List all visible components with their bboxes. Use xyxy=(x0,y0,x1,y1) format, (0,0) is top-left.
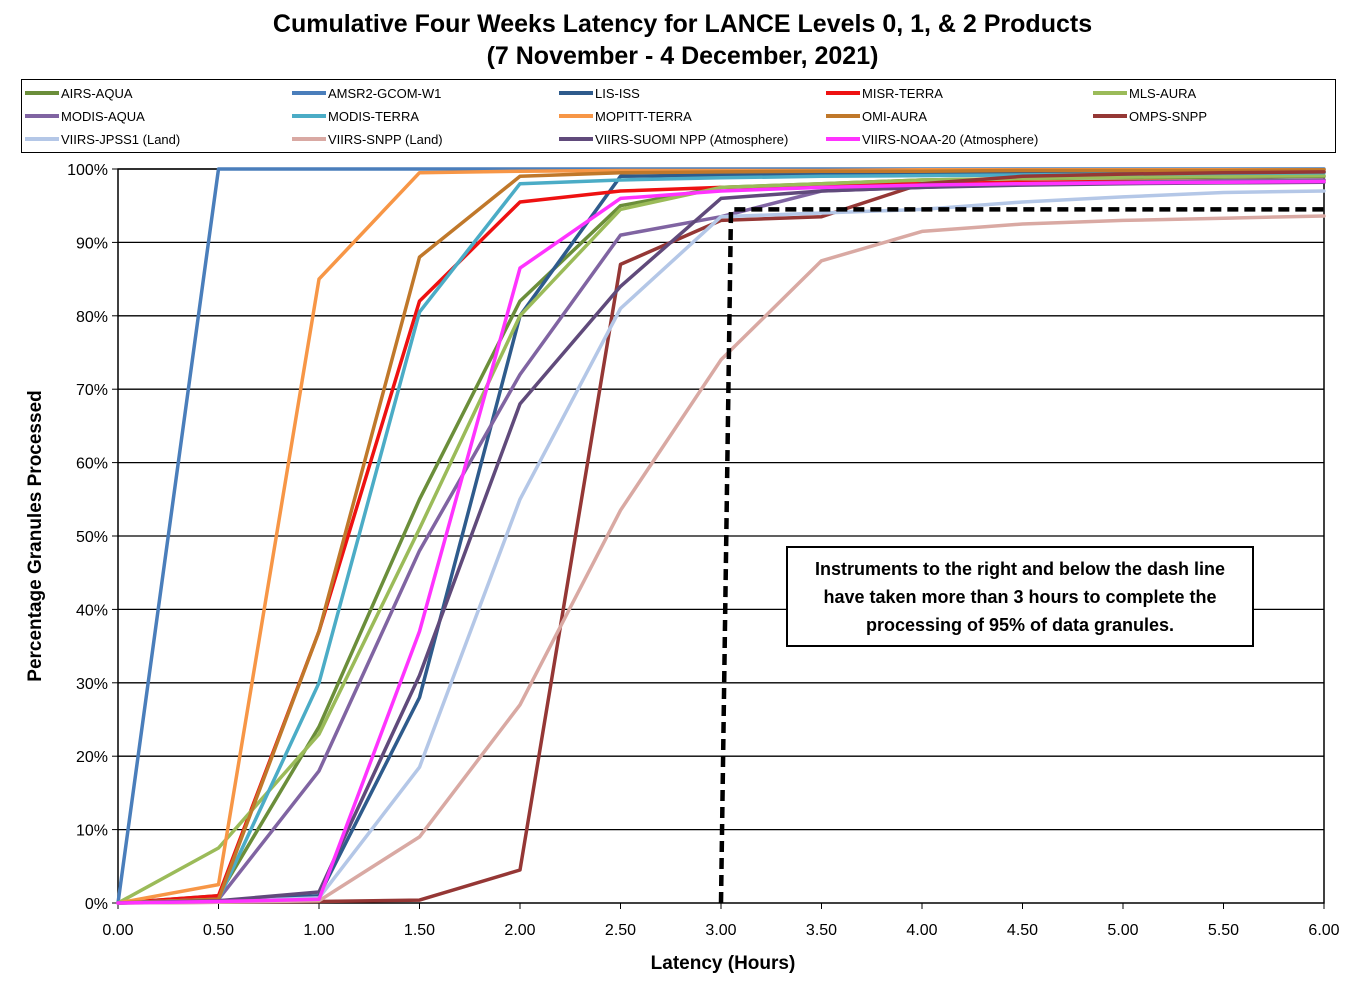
x-tick-label: 2.50 xyxy=(605,922,636,939)
chart-annotation: Instruments to the right and below the d… xyxy=(786,546,1254,647)
y-tick-label: 30% xyxy=(76,676,108,693)
legend-item: LIS-ISS xyxy=(559,83,640,103)
legend-swatch xyxy=(559,91,593,95)
y-tick-label: 20% xyxy=(76,749,108,766)
x-tick-label: 1.00 xyxy=(303,922,334,939)
y-tick-label: 0% xyxy=(85,896,108,913)
legend-label: MOPITT-TERRA xyxy=(595,108,692,124)
legend-item: MISR-TERRA xyxy=(826,83,943,103)
legend-item: MLS-AURA xyxy=(1093,83,1196,103)
legend-swatch xyxy=(292,114,326,118)
series-line-mls-aura xyxy=(116,173,1326,905)
legend-swatch xyxy=(25,91,59,95)
legend-item: VIIRS-SNPP (Land) xyxy=(292,129,443,149)
legend-swatch xyxy=(559,137,593,141)
legend-swatch xyxy=(559,114,593,118)
legend-label: AMSR2-GCOM-W1 xyxy=(328,85,442,101)
legend-item: OMPS-SNPP xyxy=(1093,106,1207,126)
x-tick-label: 6.00 xyxy=(1308,922,1339,939)
legend-swatch xyxy=(292,137,326,141)
x-tick-label: 0.00 xyxy=(102,922,133,939)
y-tick-label: 50% xyxy=(76,529,108,546)
x-tick-label: 1.50 xyxy=(404,922,435,939)
y-tick-label: 100% xyxy=(67,162,108,179)
x-tick-label: 5.50 xyxy=(1208,922,1239,939)
legend-label: MODIS-AQUA xyxy=(61,108,145,124)
x-tick-label: 4.00 xyxy=(906,922,937,939)
series-line-omi-aura xyxy=(116,167,1326,905)
legend-item: VIIRS-SUOMI NPP (Atmosphere) xyxy=(559,129,788,149)
legend-label: VIIRS-JPSS1 (Land) xyxy=(61,131,181,147)
x-tick-label: 3.50 xyxy=(806,922,837,939)
legend-label: OMI-AURA xyxy=(862,108,927,124)
legend-label: MODIS-TERRA xyxy=(328,108,419,124)
legend-item: MODIS-TERRA xyxy=(292,106,419,126)
legend-swatch xyxy=(25,114,59,118)
x-tick-label: 2.00 xyxy=(504,922,535,939)
y-axis-label: Percentage Granules Processed xyxy=(25,390,46,681)
legend-label: VIIRS-NOAA-20 (Atmosphere) xyxy=(862,131,1039,147)
legend-item: VIIRS-JPSS1 (Land) xyxy=(25,129,180,149)
legend-item: AMSR2-GCOM-W1 xyxy=(292,83,441,103)
x-tick-label: 5.00 xyxy=(1107,922,1138,939)
legend-label: VIIRS-SNPP (Land) xyxy=(328,131,443,147)
legend-swatch xyxy=(1093,114,1127,118)
y-tick-label: 70% xyxy=(76,382,108,399)
series-line-viirs-noaa-20-atmosphere xyxy=(116,179,1326,905)
x-tick-label: 0.50 xyxy=(203,922,234,939)
legend-item: MOPITT-TERRA xyxy=(559,106,692,126)
x-tick-label: 3.00 xyxy=(705,922,736,939)
legend-item: AIRS-AQUA xyxy=(25,83,133,103)
legend-label: LIS-ISS xyxy=(595,85,640,101)
chart-subtitle: (7 November - 4 December, 2021) xyxy=(486,42,879,70)
legend-item: VIIRS-NOAA-20 (Atmosphere) xyxy=(826,129,1038,149)
legend-swatch xyxy=(1093,91,1127,95)
y-tick-label: 60% xyxy=(76,456,108,473)
reference-dashed-line xyxy=(718,207,1324,904)
legend-swatch xyxy=(826,91,860,95)
legend-label: AIRS-AQUA xyxy=(61,85,133,101)
legend-label: OMPS-SNPP xyxy=(1129,108,1208,124)
chart-legend: AIRS-AQUA AMSR2-GCOM-W1 LIS-ISS MISR-TERRA M… xyxy=(21,79,1336,153)
legend-item: MODIS-AQUA xyxy=(25,106,145,126)
legend-label: MLS-AURA xyxy=(1129,85,1197,101)
legend-item: OMI-AURA xyxy=(826,106,927,126)
legend-swatch xyxy=(25,137,59,141)
legend-label: VIIRS-SUOMI NPP (Atmosphere) xyxy=(595,131,789,147)
y-tick-label: 40% xyxy=(76,602,108,619)
y-tick-label: 90% xyxy=(76,235,108,252)
y-tick-label: 10% xyxy=(76,823,108,840)
legend-label: MISR-TERRA xyxy=(862,85,943,101)
x-axis-label: Latency (Hours) xyxy=(651,953,796,974)
x-tick-label: 4.50 xyxy=(1007,922,1038,939)
legend-swatch xyxy=(826,114,860,118)
y-tick-label: 80% xyxy=(76,309,108,326)
legend-swatch xyxy=(292,91,326,95)
chart-title: Cumulative Four Weeks Latency for LANCE … xyxy=(272,10,1093,38)
legend-swatch xyxy=(826,137,860,141)
